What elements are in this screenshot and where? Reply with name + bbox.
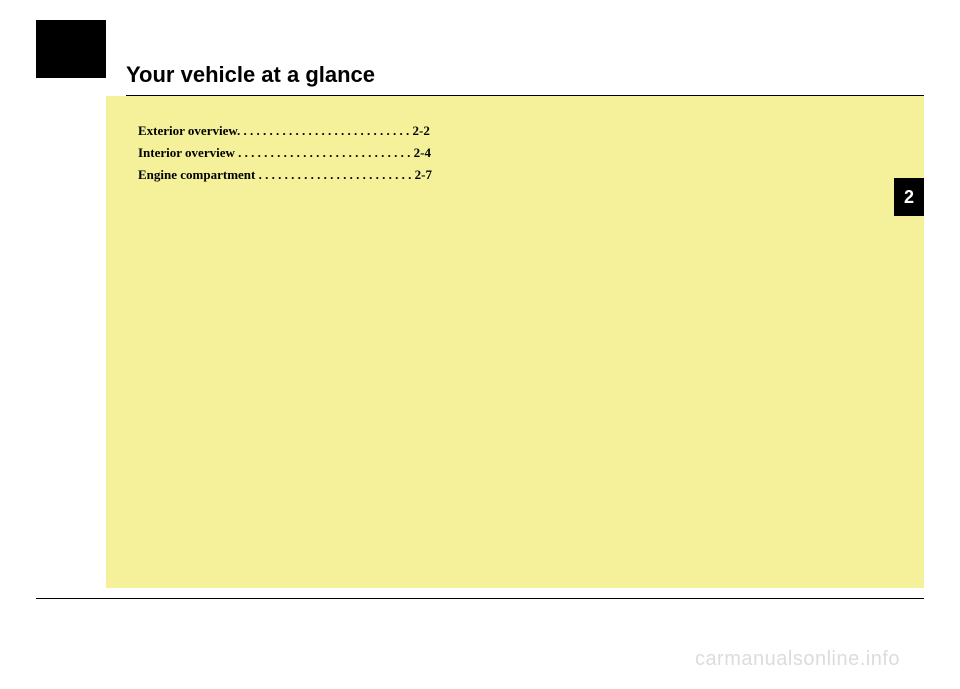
toc-dots: . . . . . . . . . . . . . . . . . . . . … — [235, 145, 411, 160]
bottom-divider — [36, 598, 924, 599]
toc-row: Interior overview . . . . . . . . . . . … — [138, 142, 432, 164]
toc-label: Engine compartment — [138, 167, 255, 182]
toc-dots: . . . . . . . . . . . . . . . . . . . . … — [237, 123, 409, 138]
toc-label: Exterior overview — [138, 123, 237, 138]
toc-page: 2-4 — [414, 145, 431, 160]
toc-row: Engine compartment . . . . . . . . . . .… — [138, 164, 432, 186]
page-title: Your vehicle at a glance — [126, 62, 375, 88]
header-black-box — [36, 20, 106, 78]
toc-row: Exterior overview. . . . . . . . . . . .… — [138, 120, 432, 142]
chapter-number: 2 — [904, 187, 914, 208]
toc-label: Interior overview — [138, 145, 235, 160]
content-area: Exterior overview. . . . . . . . . . . .… — [106, 96, 924, 588]
toc-page: 2-7 — [415, 167, 432, 182]
chapter-tab: 2 — [894, 178, 924, 216]
toc-page: 2-2 — [413, 123, 430, 138]
table-of-contents: Exterior overview. . . . . . . . . . . .… — [138, 120, 432, 186]
page-container: Your vehicle at a glance Exterior overvi… — [36, 20, 924, 588]
watermark-text: carmanualsonline.info — [695, 648, 900, 671]
toc-dots: . . . . . . . . . . . . . . . . . . . . … — [255, 167, 411, 182]
